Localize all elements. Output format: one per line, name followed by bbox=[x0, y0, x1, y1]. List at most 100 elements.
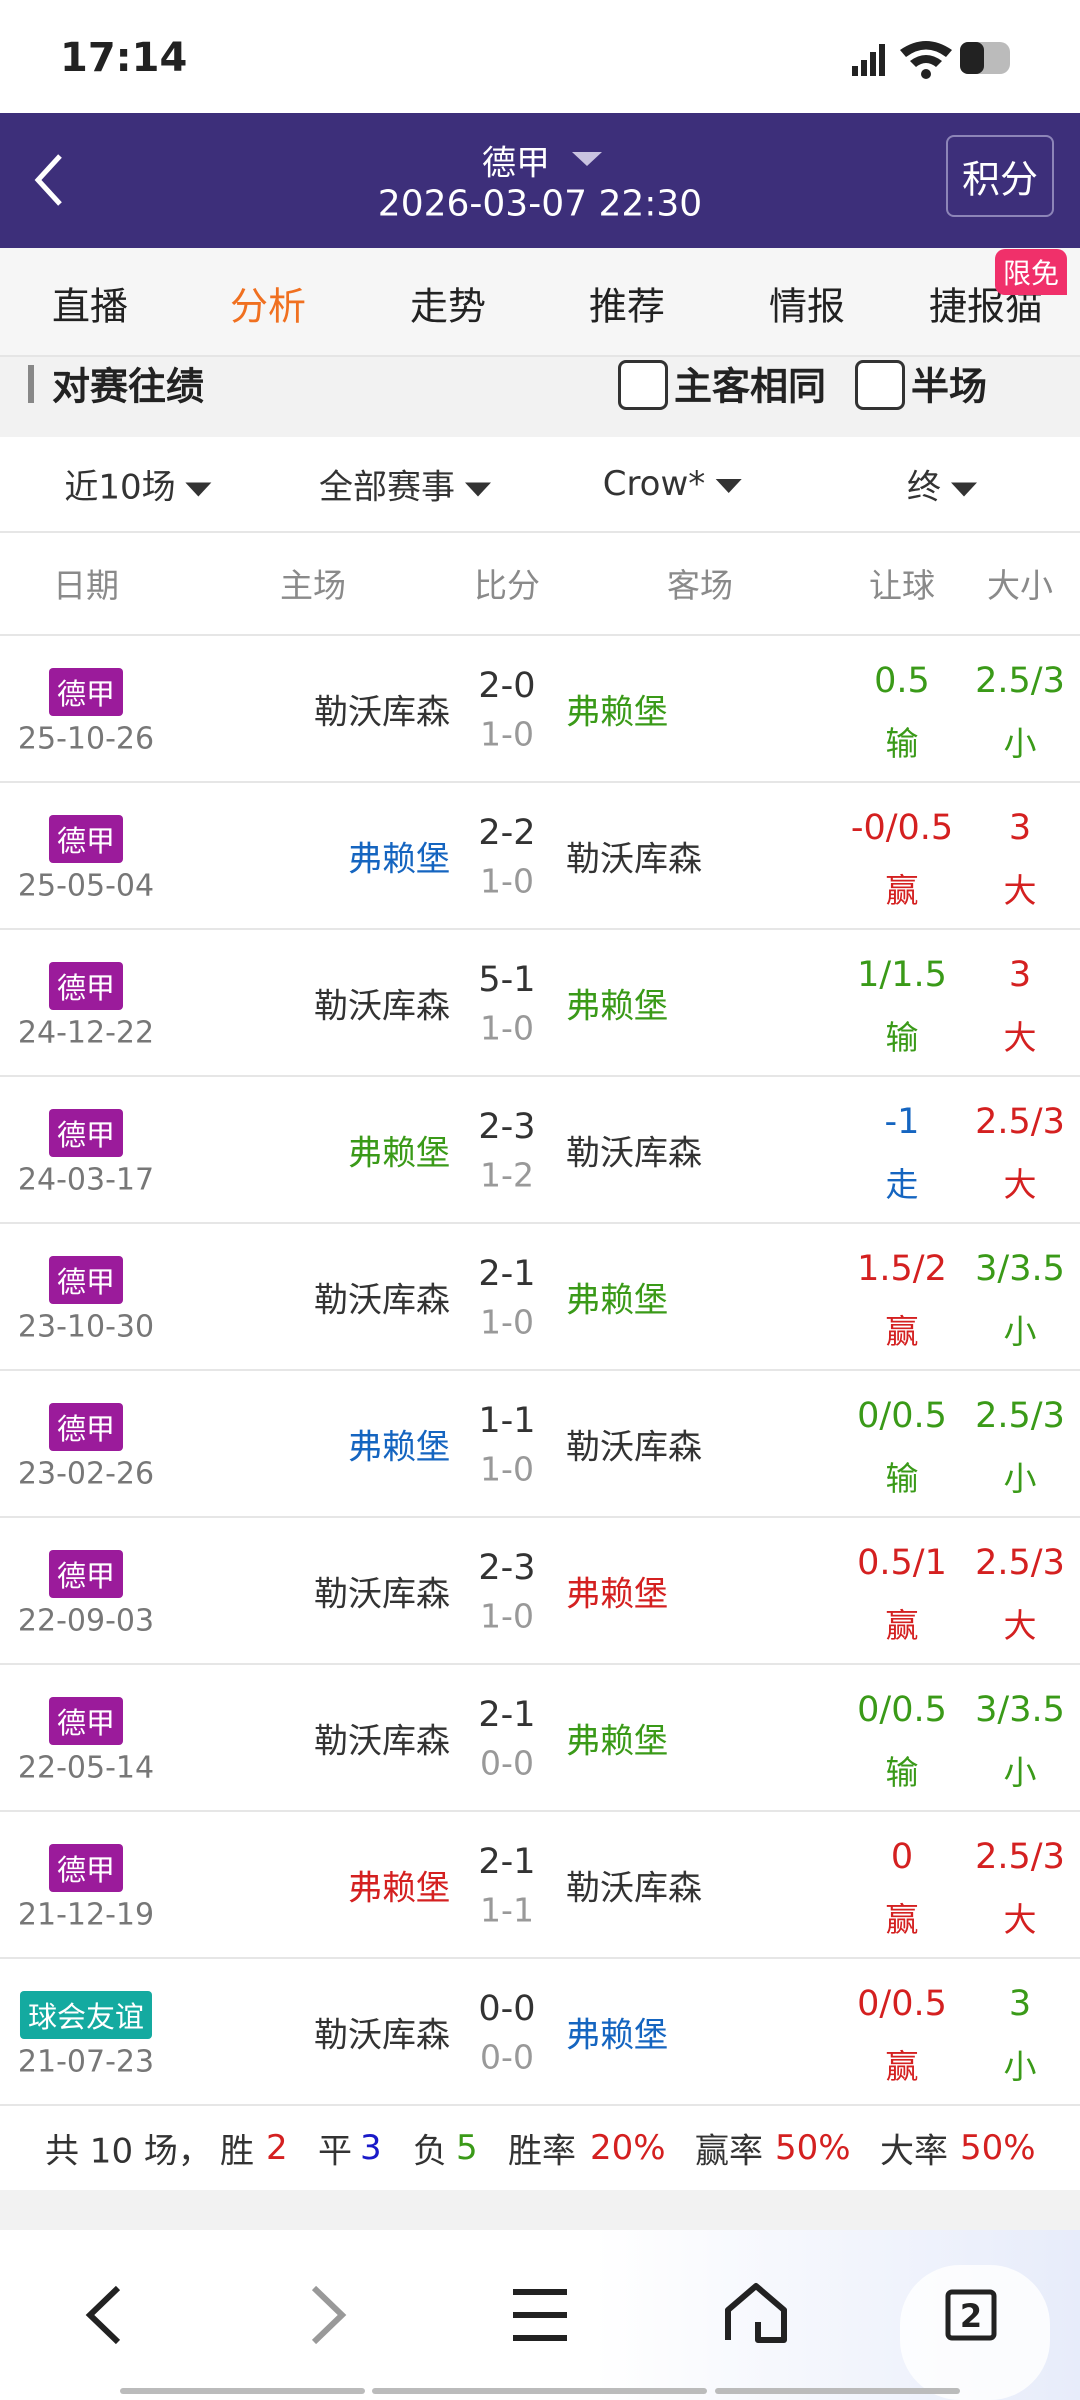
checkbox[interactable] bbox=[855, 360, 905, 410]
handicap-result: 赢 bbox=[885, 1606, 919, 1645]
away-team: 弗赖堡 bbox=[566, 1721, 668, 1762]
match-date: 25-10-26 bbox=[17, 721, 155, 757]
checkbox-label[interactable]: 主客相同 bbox=[674, 364, 827, 409]
handicap-result: 赢 bbox=[885, 1900, 919, 1939]
divider bbox=[0, 531, 1080, 533]
over-under-result: 小 bbox=[1003, 2047, 1037, 2086]
filter-dropdown[interactable]: Crow* bbox=[603, 464, 742, 504]
summary-text: 赢率 bbox=[695, 2131, 763, 2172]
over-under: 2.5/3 bbox=[975, 661, 1065, 701]
nav-back[interactable] bbox=[85, 2285, 121, 2345]
handicap: 0/0.5 bbox=[857, 1984, 947, 2024]
half-score: 1-2 bbox=[480, 1155, 534, 1195]
score: 2-1 bbox=[478, 1842, 536, 1882]
handicap: 0/0.5 bbox=[857, 1690, 947, 1730]
over-under: 3 bbox=[1008, 808, 1032, 848]
filter-dropdown[interactable]: 终 bbox=[907, 460, 977, 509]
tab[interactable]: 推荐 bbox=[588, 284, 666, 329]
handicap-result: 输 bbox=[885, 1018, 919, 1057]
league-badge: 德甲 bbox=[48, 1844, 124, 1892]
filter-dropdown[interactable]: 近10场 bbox=[64, 460, 212, 509]
home-team: 勒沃库森 bbox=[314, 2015, 450, 2056]
summary-text: 胜率 bbox=[508, 2131, 576, 2172]
filter-label[interactable]: 近10场 bbox=[64, 467, 176, 508]
tab[interactable]: 情报 bbox=[768, 284, 846, 329]
summary-text: 大率 bbox=[880, 2131, 948, 2172]
checkbox[interactable] bbox=[618, 360, 668, 410]
handicap: 1/1.5 bbox=[857, 955, 947, 995]
league-badge: 德甲 bbox=[48, 815, 124, 863]
tab[interactable]: 分析 bbox=[229, 284, 307, 329]
filter-label[interactable]: Crow* bbox=[602, 464, 706, 504]
filter-label[interactable]: 终 bbox=[907, 467, 941, 508]
column-header: 让球 bbox=[869, 566, 935, 605]
handicap: 0.5 bbox=[874, 661, 930, 701]
summary-text: 平 bbox=[318, 2131, 352, 2172]
away-team: 弗赖堡 bbox=[566, 692, 668, 733]
divider bbox=[0, 634, 1080, 636]
handicap-result: 输 bbox=[885, 724, 919, 763]
half-score: 0-0 bbox=[480, 2037, 534, 2077]
half-score: 1-0 bbox=[480, 861, 534, 901]
column-header: 大小 bbox=[987, 566, 1053, 605]
over-under: 2.5/3 bbox=[975, 1102, 1065, 1142]
away-team: 弗赖堡 bbox=[566, 2015, 668, 2056]
match-date: 23-10-30 bbox=[17, 1309, 155, 1345]
divider bbox=[0, 1663, 1080, 1665]
score: 1-1 bbox=[478, 1401, 536, 1441]
away-team: 弗赖堡 bbox=[566, 1280, 668, 1321]
match-date: 25-05-04 bbox=[17, 868, 155, 904]
nav-forward[interactable] bbox=[311, 2285, 347, 2345]
column-header: 日期 bbox=[53, 566, 119, 605]
summary-text: 3 bbox=[360, 2128, 382, 2168]
handicap: 0.5/1 bbox=[857, 1543, 947, 1583]
handicap-result: 走 bbox=[885, 1165, 919, 1204]
over-under-result: 大 bbox=[1003, 1018, 1037, 1057]
summary-text: 5 bbox=[456, 2128, 478, 2168]
tab-count[interactable]: 2 bbox=[959, 2297, 983, 2335]
summary-text: 20% bbox=[590, 2128, 666, 2168]
home-team: 弗赖堡 bbox=[348, 1427, 450, 1468]
over-under: 3/3.5 bbox=[975, 1249, 1065, 1289]
divider bbox=[0, 1957, 1080, 1959]
league-badge: 德甲 bbox=[48, 962, 124, 1010]
header-league[interactable]: 德甲 bbox=[482, 143, 550, 184]
half-score: 1-0 bbox=[480, 1449, 534, 1489]
points-button[interactable]: 积分 bbox=[961, 157, 1039, 202]
status-icons bbox=[852, 41, 1010, 79]
half-score: 0-0 bbox=[480, 1743, 534, 1783]
home-team: 勒沃库森 bbox=[314, 1280, 450, 1321]
points-button-box[interactable] bbox=[946, 135, 1054, 217]
score: 2-1 bbox=[478, 1254, 536, 1294]
summary-text: 胜 bbox=[220, 2131, 254, 2172]
tab[interactable]: 直播 bbox=[51, 284, 129, 329]
tab[interactable]: 走势 bbox=[409, 284, 487, 329]
away-team: 勒沃库森 bbox=[566, 1427, 702, 1468]
column-header: 主场 bbox=[280, 566, 346, 605]
summary-text: 50% bbox=[775, 2128, 851, 2168]
summary-text: 共 10 场， bbox=[45, 2131, 212, 2172]
over-under-result: 小 bbox=[1003, 1312, 1037, 1351]
home-team: 勒沃库森 bbox=[314, 1574, 450, 1615]
match-date: 21-07-23 bbox=[17, 2044, 155, 2080]
header-bar bbox=[0, 113, 1080, 248]
nav-menu[interactable] bbox=[513, 2289, 567, 2341]
over-under-result: 小 bbox=[1003, 1459, 1037, 1498]
back-button[interactable] bbox=[30, 150, 70, 210]
half-score: 1-0 bbox=[480, 1596, 534, 1636]
checkbox-label[interactable]: 半场 bbox=[911, 364, 988, 409]
away-team: 弗赖堡 bbox=[566, 1574, 668, 1615]
handicap: 1.5/2 bbox=[857, 1249, 947, 1289]
half-score: 1-0 bbox=[480, 714, 534, 754]
home-team: 勒沃库森 bbox=[314, 692, 450, 733]
over-under: 2.5/3 bbox=[975, 1543, 1065, 1583]
filter-label[interactable]: 全部赛事 bbox=[319, 467, 455, 508]
section-marker bbox=[28, 365, 34, 403]
match-date: 23-02-26 bbox=[17, 1456, 155, 1492]
dropdown-icon[interactable] bbox=[570, 150, 604, 170]
nav-tabs[interactable] bbox=[945, 2289, 997, 2341]
score: 2-3 bbox=[478, 1107, 536, 1147]
filter-dropdown[interactable]: 全部赛事 bbox=[319, 460, 491, 509]
nav-home[interactable] bbox=[725, 2283, 787, 2343]
away-team: 勒沃库森 bbox=[566, 1868, 702, 1909]
